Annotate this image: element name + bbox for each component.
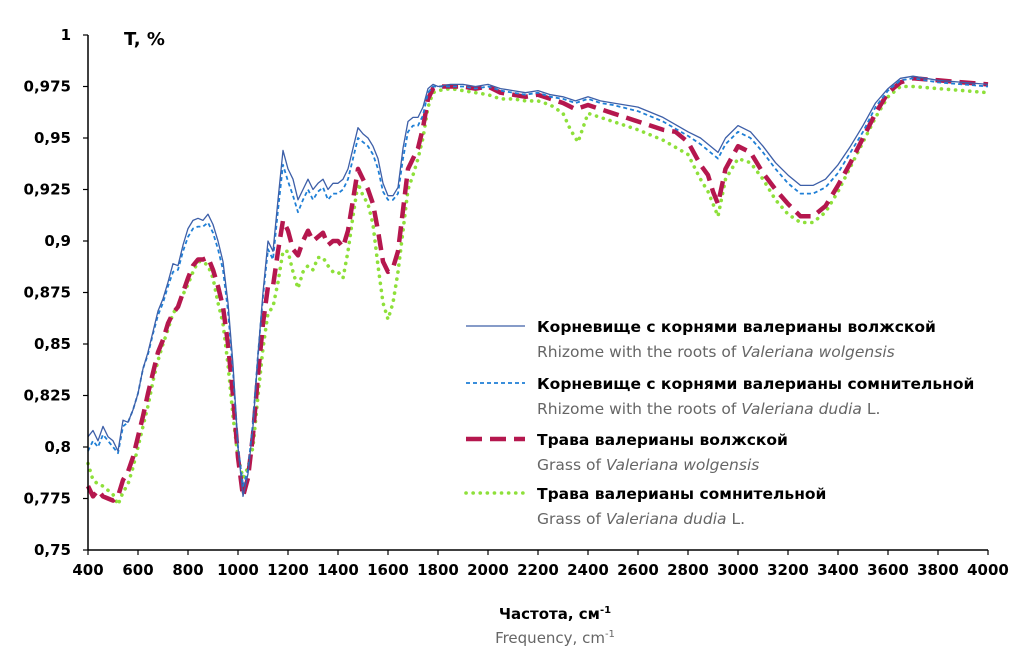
x-tick-labels: 400 600 800 1000 1200 1400 1600 1800 2000 2200 240… xyxy=(72,550,1009,579)
x-tick-label: 2000 xyxy=(467,561,509,579)
series-line-3 xyxy=(85,76,989,503)
legend-label-en-prefix: Grass of xyxy=(537,510,606,528)
legend-label-en: Rhizome with the roots of Valeriana dudi… xyxy=(537,400,880,418)
y-tick-label: 1 xyxy=(61,26,71,44)
x-tick-label: 600 xyxy=(122,561,153,579)
x-tick-label: 3800 xyxy=(917,561,959,579)
series-line-2 xyxy=(87,77,989,487)
x-tick-label: 2800 xyxy=(667,561,709,579)
legend-label-en-prefix: Grass of xyxy=(537,456,606,474)
y-tick-label: 0,8 xyxy=(44,438,71,456)
y-tick-label: 0,975 xyxy=(24,78,71,96)
legend-label-en-prefix: Rhizome with the roots of xyxy=(537,343,741,361)
y-tick-label: 0,75 xyxy=(34,541,71,559)
legend-label-ru: Корневище с корнями валерианы сомнительн… xyxy=(537,375,974,393)
x-axis-label-en: Frequency, cm-1 xyxy=(495,629,615,647)
series-line-1 xyxy=(87,75,989,498)
y-tick-label: 0,925 xyxy=(24,181,71,199)
y-axis-label: T, % xyxy=(124,29,165,50)
y-tick-label: 0,9 xyxy=(44,232,71,250)
legend-label-en-species: Valeriana wolgensis xyxy=(606,456,760,474)
legend: Корневище с корнями валерианы волжской Rh… xyxy=(464,318,974,528)
legend-label-ru: Корневище с корнями валерианы волжской xyxy=(537,318,936,336)
legend-label-en-species: Valeriana wolgensis xyxy=(741,343,895,361)
x-tick-label: 3600 xyxy=(867,561,909,579)
x-tick-label: 400 xyxy=(72,561,103,579)
legend-label-en-suffix: L. xyxy=(727,510,746,528)
x-tick-label: 800 xyxy=(172,561,203,579)
x-tick-label: 1200 xyxy=(267,561,309,579)
x-tick-label: 1400 xyxy=(317,561,359,579)
x-tick-label: 3000 xyxy=(717,561,759,579)
x-tick-label: 1600 xyxy=(367,561,409,579)
x-axis-label-ru: Частота, см-1 xyxy=(499,605,611,623)
x-axis-label-en-exponent: -1 xyxy=(605,629,615,640)
y-tick-label: 0,825 xyxy=(24,387,71,405)
y-tick-label: 0,875 xyxy=(24,284,71,302)
x-tick-label: 2400 xyxy=(567,561,609,579)
x-axis-label-ru-exponent: -1 xyxy=(600,605,611,616)
x-tick-label: 1800 xyxy=(417,561,459,579)
x-tick-label: 3200 xyxy=(767,561,809,579)
x-tick-label: 2600 xyxy=(617,561,659,579)
legend-label-en-species: Valeriana dudia xyxy=(606,510,727,528)
legend-label-en-species: Valeriana dudia xyxy=(741,400,862,418)
legend-label-en: Grass of Valeriana dudia L. xyxy=(537,510,745,528)
legend-label-en-suffix: L. xyxy=(862,400,881,418)
x-tick-label: 1000 xyxy=(217,561,259,579)
y-tick-label: 0,775 xyxy=(24,490,71,508)
x-axis-label-ru-text: Частота, см xyxy=(499,605,600,623)
legend-label-en: Rhizome with the roots of Valeriana wolg… xyxy=(537,343,895,361)
legend-label-ru: Трава валерианы волжской xyxy=(537,431,788,449)
legend-label-en: Grass of Valeriana wolgensis xyxy=(537,456,759,474)
legend-label-en-prefix: Rhizome with the roots of xyxy=(537,400,741,418)
x-tick-label: 2200 xyxy=(517,561,559,579)
x-axis-label-en-text: Frequency, cm xyxy=(495,629,605,647)
y-tick-label: 0,85 xyxy=(34,335,71,353)
x-tick-label: 3400 xyxy=(817,561,859,579)
series-layer xyxy=(85,75,990,507)
x-tick-label: 4000 xyxy=(967,561,1009,579)
y-tick-labels: 0,75 0,775 0,8 0,825 0,85 0,875 0,9 0,925 0,95 0,… xyxy=(24,26,88,559)
legend-label-ru: Трава валерианы сомнительной xyxy=(537,485,826,503)
y-tick-label: 0,95 xyxy=(34,129,71,147)
